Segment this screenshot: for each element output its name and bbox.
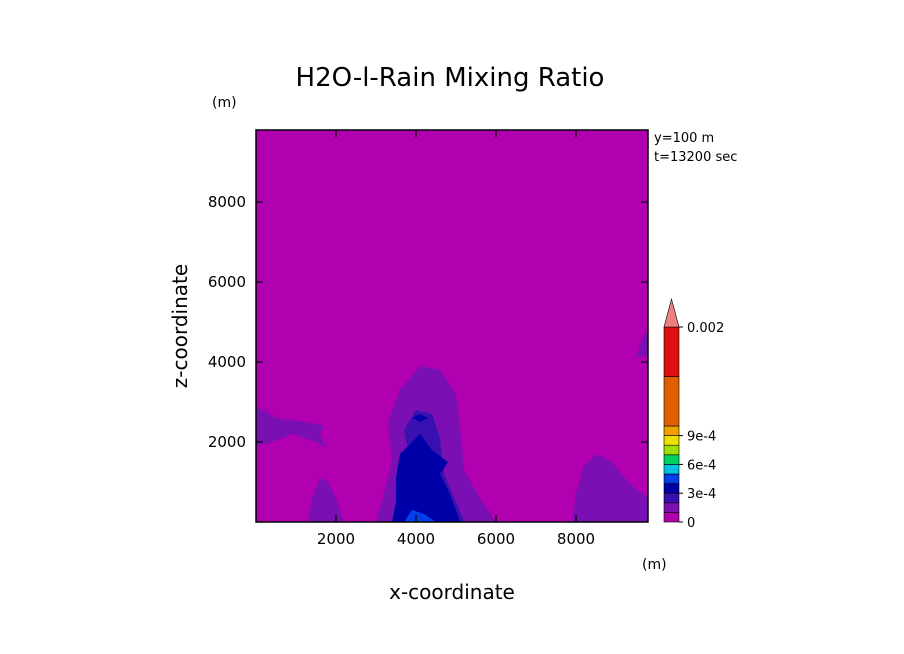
info-line-time: t=13200 sec <box>654 150 737 165</box>
contour-region <box>572 454 648 522</box>
y-tick-label: 2000 <box>208 433 246 451</box>
x-tick-label: 4000 <box>397 530 435 548</box>
colorbar-extend-arrow <box>663 297 680 328</box>
colorbar-label: 0 <box>687 516 695 531</box>
colorbar-box <box>663 444 680 456</box>
contour-regions <box>256 334 648 522</box>
y-tick-label: 8000 <box>208 193 246 211</box>
y-axis-label: z-coordinate <box>168 264 192 388</box>
colorbar-box <box>663 473 680 484</box>
contour-region <box>636 334 648 358</box>
contour-region <box>256 406 326 448</box>
colorbar-box <box>663 502 680 513</box>
colorbar-box <box>663 326 680 377</box>
colorbar-label: 9e-4 <box>687 430 716 445</box>
contour-region <box>404 510 436 522</box>
contour-region <box>412 414 428 422</box>
plot-frame <box>255 129 649 523</box>
colorbar-box <box>663 464 680 475</box>
colorbar-label: 3e-4 <box>687 487 716 502</box>
plot-area <box>255 129 649 523</box>
x-unit-label: (m) <box>642 557 667 573</box>
colorbar-label: 0.002 <box>687 321 724 336</box>
y-unit-label: (m) <box>212 95 237 111</box>
x-axis-ticks: 2000 4000 6000 8000 <box>317 130 595 548</box>
colorbar-box <box>663 425 680 436</box>
colorbar-box <box>663 483 680 494</box>
chart-title: H2O-l-Rain Mixing Ratio <box>296 63 605 93</box>
x-tick-label: 6000 <box>477 530 515 548</box>
colorbar-box <box>663 454 680 465</box>
y-tick-label: 6000 <box>208 273 246 291</box>
colorbar-box <box>663 376 680 427</box>
colorbar-box <box>663 512 680 523</box>
info-line-position: y=100 m <box>654 131 714 146</box>
colorbar-label: 6e-4 <box>687 458 716 473</box>
y-tick-label: 4000 <box>208 353 246 371</box>
x-axis-label: x-coordinate <box>389 580 515 604</box>
x-tick-label: 8000 <box>557 530 595 548</box>
colorbar-box <box>663 492 680 504</box>
y-axis-ticks: 2000 4000 6000 8000 <box>208 193 648 451</box>
contour-region <box>308 478 344 522</box>
colorbar: 0 3e-4 6e-4 9e-4 0.002 <box>663 297 724 531</box>
colorbar-box <box>663 435 680 446</box>
contour-region <box>392 434 460 522</box>
x-tick-label: 2000 <box>317 530 355 548</box>
